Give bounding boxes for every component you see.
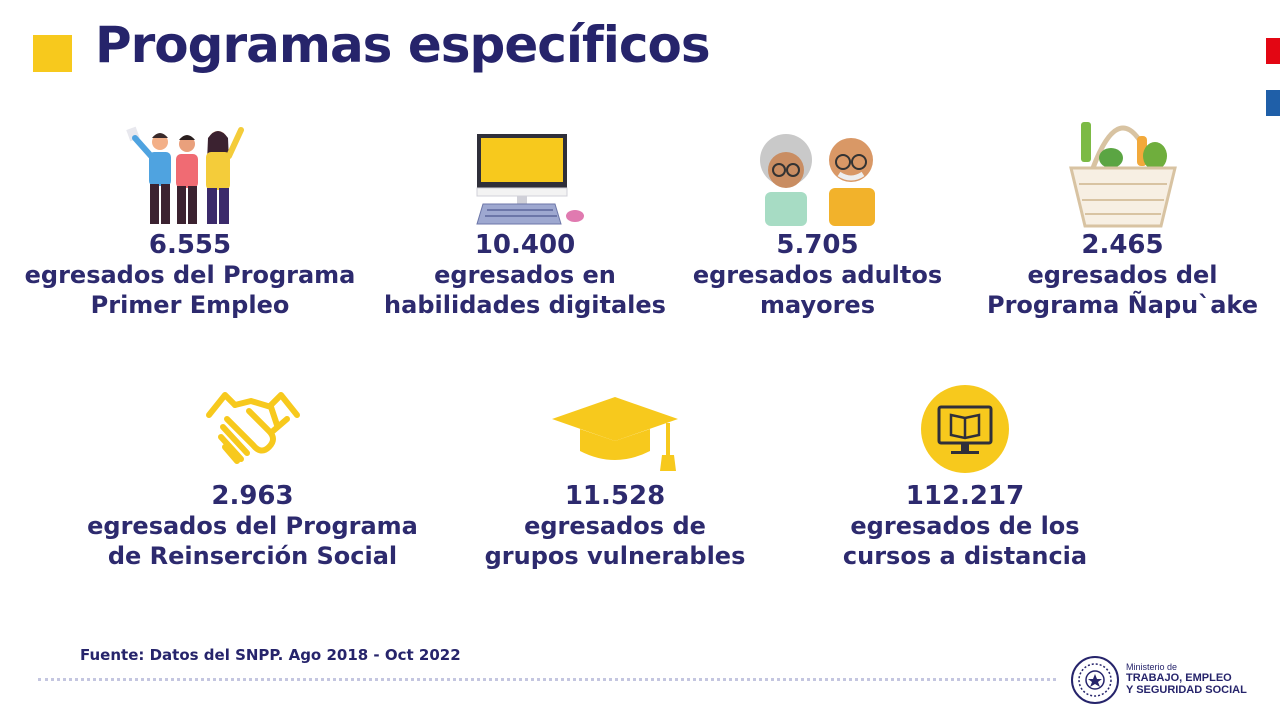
handshake-icon bbox=[205, 392, 300, 464]
footer-dotted-divider bbox=[38, 678, 1056, 681]
graduation-cap-icon bbox=[552, 397, 678, 471]
ministry-small-label: Ministerio de bbox=[1126, 662, 1178, 672]
ministry-name-line2: Y SEGURIDAD SOCIAL bbox=[1126, 684, 1247, 696]
young-people-icon bbox=[126, 126, 244, 224]
national-seal-icon bbox=[1071, 656, 1119, 704]
stat-value: 5.705 bbox=[776, 230, 859, 260]
ministry-logo: Ministerio de TRABAJO, EMPLEO Y SEGURIDA… bbox=[1070, 655, 1270, 710]
stat-value: 10.400 bbox=[474, 230, 576, 260]
stat-value: 11.528 bbox=[564, 481, 666, 511]
stat-value: 2.465 bbox=[1081, 230, 1164, 260]
stat-grupos-vulnerables: 11.528 egresados de grupos vulnerables bbox=[460, 385, 770, 571]
online-course-icon bbox=[921, 385, 1009, 473]
stat-adultos-mayores: 5.705 egresados adultos mayores bbox=[680, 120, 955, 320]
stat-label: egresados adultos mayores bbox=[692, 261, 943, 319]
title-accent-square bbox=[33, 35, 72, 72]
ministry-name-line1: TRABAJO, EMPLEO bbox=[1126, 672, 1232, 684]
flag-red-stripe bbox=[1266, 38, 1280, 64]
stat-label: egresados del Programa de Reinserción So… bbox=[87, 512, 418, 570]
stat-habilidades-digitales: 10.400 egresados en habilidades digitale… bbox=[375, 120, 675, 320]
stat-label: egresados en habilidades digitales bbox=[384, 261, 666, 319]
stat-reinsercion-social: 2.963 egresados del Programa de Reinserc… bbox=[75, 385, 430, 571]
stat-label: egresados del Programa Primer Empleo bbox=[24, 261, 356, 319]
shopping-basket-icon bbox=[1068, 122, 1177, 228]
stat-label: egresados de grupos vulnerables bbox=[484, 512, 746, 570]
stat-value: 2.963 bbox=[211, 481, 294, 511]
source-note: Fuente: Datos del SNPP. Ago 2018 - Oct 2… bbox=[80, 646, 461, 664]
elderly-couple-icon bbox=[759, 134, 875, 226]
stat-napuake: 2.465 egresados del Programa Ñapu`ake bbox=[965, 98, 1280, 320]
stat-cursos-distancia: 112.217 egresados de los cursos a distan… bbox=[810, 385, 1120, 571]
stat-label: egresados del Programa Ñapu`ake bbox=[986, 261, 1259, 319]
stat-value: 112.217 bbox=[905, 481, 1025, 511]
page-title: Programas específicos bbox=[95, 16, 711, 74]
flag-blue-stripe bbox=[1266, 90, 1280, 116]
stat-value: 6.555 bbox=[148, 230, 232, 260]
stat-label: egresados de los cursos a distancia bbox=[842, 512, 1088, 570]
stat-primer-empleo: 6.555 egresados del Programa Primer Empl… bbox=[10, 120, 370, 320]
computer-icon bbox=[476, 134, 584, 225]
